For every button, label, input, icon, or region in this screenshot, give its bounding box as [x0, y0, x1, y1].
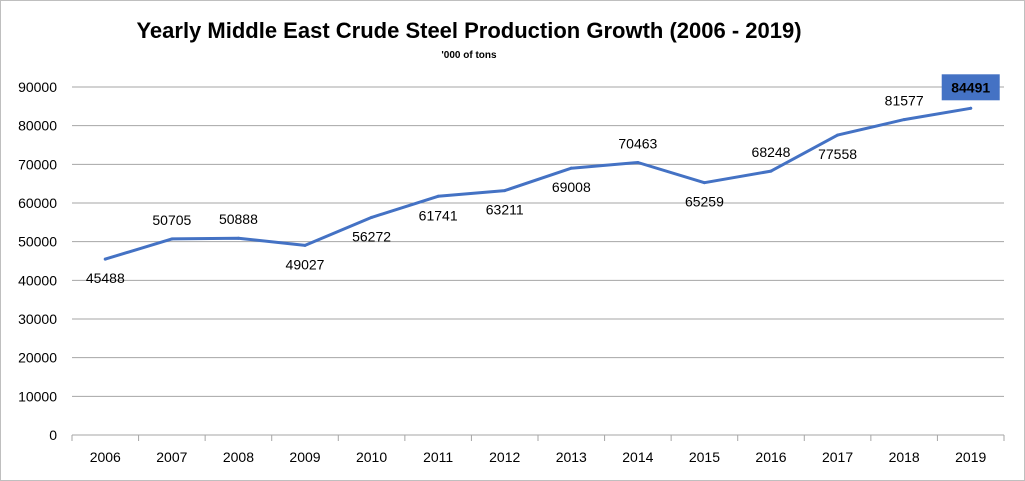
gridlines	[72, 86, 1004, 397]
series-line	[103, 106, 973, 261]
data-point	[569, 166, 573, 170]
x-tick-label: 2014	[622, 449, 653, 465]
x-tick-label: 2012	[489, 449, 520, 465]
data-label: 63211	[486, 202, 524, 218]
data-label: 65259	[685, 194, 724, 210]
data-point	[370, 215, 374, 219]
y-tick-label: 40000	[18, 272, 57, 288]
data-label: 77558	[818, 146, 857, 162]
y-tick-label: 10000	[18, 388, 57, 404]
data-point	[436, 194, 440, 198]
data-label: 81577	[885, 93, 924, 109]
data-point	[769, 169, 773, 173]
data-label: 68248	[752, 144, 791, 160]
axes: 0 10000 20000 30000 40000 50000 60000 70000 8000…	[18, 79, 1005, 465]
y-tick-label: 0	[49, 427, 57, 443]
x-tick-label: 2008	[223, 449, 254, 465]
data-label: 50705	[152, 212, 191, 228]
y-tick-label: 60000	[18, 195, 57, 211]
data-point	[902, 118, 906, 122]
x-tick-label: 2017	[822, 449, 853, 465]
data-point	[236, 236, 240, 240]
x-tick-label: 2011	[423, 449, 453, 465]
x-tick-label: 2007	[156, 449, 187, 465]
data-point	[836, 133, 840, 137]
data-label-highlight-box	[941, 74, 1000, 101]
x-tick-label: 2016	[755, 449, 786, 465]
x-tick-label: 2010	[356, 449, 387, 465]
x-tick-label: 2013	[556, 449, 587, 465]
series-layer	[103, 106, 973, 261]
data-label: 50888	[219, 211, 258, 227]
data-point	[969, 106, 973, 110]
x-tick-label: 2019	[955, 449, 986, 465]
x-tick-label: 2018	[889, 449, 920, 465]
data-label: 84491	[951, 79, 990, 95]
chart-title: Yearly Middle East Crude Steel Productio…	[136, 18, 801, 43]
data-label: 49027	[286, 256, 325, 272]
y-tick-label: 90000	[18, 79, 57, 95]
y-tick-label: 20000	[18, 350, 57, 366]
chart-subtitle: '000 of tons	[441, 50, 497, 61]
data-label: 69008	[552, 179, 591, 195]
x-tick-label: 2006	[90, 449, 121, 465]
data-point	[170, 237, 174, 241]
y-tick-label: 50000	[18, 234, 57, 250]
data-label: 61741	[419, 207, 458, 223]
x-tick-label: 2015	[689, 449, 720, 465]
data-point	[702, 181, 706, 185]
y-tick-label: 70000	[18, 156, 57, 172]
y-tick-label: 80000	[18, 118, 57, 134]
data-point	[103, 257, 107, 261]
data-label: 56272	[352, 228, 391, 244]
data-labels: 45488 50705 50888 49027 56272 61741 63211 69008…	[86, 74, 1000, 286]
x-tick-label: 2009	[289, 449, 320, 465]
data-point	[303, 243, 307, 247]
data-label: 45488	[86, 270, 125, 286]
y-tick-label: 30000	[18, 311, 57, 327]
data-label: 70463	[618, 136, 657, 152]
data-point	[636, 161, 640, 165]
data-point	[503, 189, 507, 193]
